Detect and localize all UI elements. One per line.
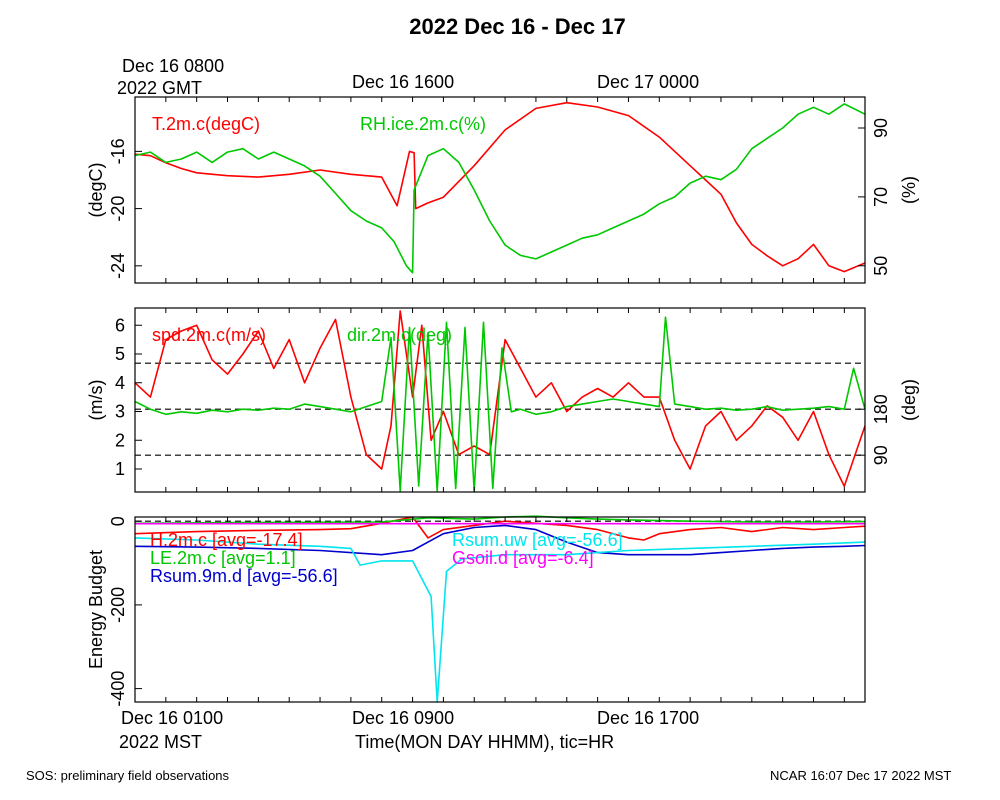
series-line-rsum-9m-d <box>134 524 866 556</box>
y-tick-label: 5 <box>115 344 125 364</box>
gmt-start-label: Dec 16 0800 <box>122 56 225 76</box>
y-right-axis-label: (%) <box>899 176 919 204</box>
y-right-tick-label: 90 <box>871 118 891 138</box>
legend-entry: T.2m.c(degC) <box>152 114 260 134</box>
y-right-tick-label: 70 <box>871 187 891 207</box>
y-right-tick-label: 90 <box>871 445 891 465</box>
series-line-spd-2m-c-m-s- <box>134 310 866 488</box>
y-tick-label: 2 <box>115 430 125 450</box>
gmt-year-label: 2022 GMT <box>117 78 203 98</box>
y-right-tick-label: 180 <box>871 394 891 424</box>
legend-entry: RH.ice.2m.c(%) <box>360 114 486 134</box>
series-line-rsum-uw <box>134 537 866 703</box>
y-tick-label: -200 <box>108 587 128 623</box>
mst-tick-label-1: Dec 16 0100 <box>121 708 224 728</box>
x-axis-title: Time(MON DAY HHMM), tic=HR <box>355 732 615 752</box>
y-tick-label: -16 <box>108 138 128 164</box>
series-line-t-2m-c-degc- <box>134 101 866 273</box>
legend-entry: spd.2m.c(m/s) <box>152 325 266 345</box>
y-tick-label: -400 <box>108 671 128 707</box>
footer-note: SOS: preliminary field observations <box>26 768 230 783</box>
legend-entry: Rsum.9m.d [avg=-56.6] <box>150 566 338 586</box>
legend-entry: H.2m.c [avg=-17.4] <box>150 530 303 550</box>
mst-tick-label-3: Dec 16 1700 <box>597 708 700 728</box>
series-line-rh-ice-2m-c- <box>134 103 866 274</box>
chart-title: 2022 Dec 16 - Dec 17 <box>409 14 626 39</box>
y-axis-label: (degC) <box>86 162 106 217</box>
footer-timestamp: NCAR 16:07 Dec 17 2022 MST <box>770 768 952 783</box>
mst-year-label: 2022 MST <box>119 732 203 752</box>
mst-tick-label-2: Dec 16 0900 <box>352 708 455 728</box>
gmt-tick-label-2: Dec 16 1600 <box>352 72 455 92</box>
legend-entry: Rsum.uw [avg=-56.6] <box>452 530 623 550</box>
y-tick-label: -24 <box>108 253 128 279</box>
series-line-dir-2m-c-deg- <box>134 316 866 492</box>
legend-entry: Gsoil.d [avg=-6.4] <box>452 548 594 568</box>
gmt-tick-label-3: Dec 17 0000 <box>597 72 700 92</box>
y-tick-label: 6 <box>115 315 125 335</box>
panel-frame <box>134 96 866 284</box>
y-right-axis-label: (deg) <box>899 379 919 421</box>
y-tick-label: 3 <box>115 402 125 422</box>
y-tick-label: 0 <box>108 516 128 526</box>
legend-entry: dir.2m.c(deg) <box>347 325 452 345</box>
y-tick-label: -20 <box>108 196 128 222</box>
panel-frame <box>134 307 866 493</box>
legend-entry: LE.2m.c [avg=1.1] <box>150 548 296 568</box>
y-tick-label: 1 <box>115 459 125 479</box>
y-axis-label: Energy Budget <box>86 550 106 669</box>
y-axis-label: (m/s) <box>86 380 106 421</box>
panel-frame <box>134 516 866 703</box>
y-tick-label: 4 <box>115 373 125 393</box>
y-right-tick-label: 50 <box>871 256 891 276</box>
